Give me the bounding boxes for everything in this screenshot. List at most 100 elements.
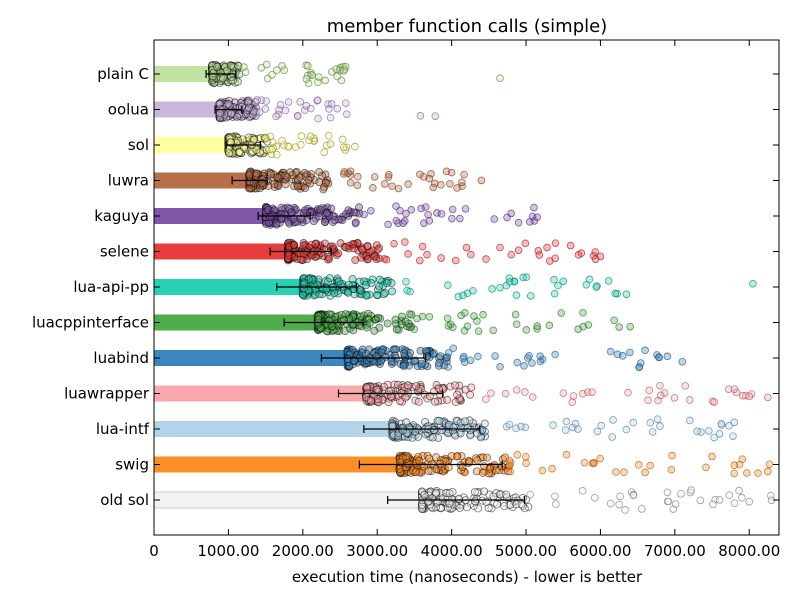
category-label: oolua [108,101,149,119]
category-label: lua-api-pp [73,278,149,296]
data-point [311,290,320,299]
data-point [428,433,437,442]
data-point [496,243,504,252]
data-point [451,381,460,390]
data-point [322,208,331,217]
data-point [620,468,628,477]
data-point [421,203,430,211]
data-point [715,496,724,504]
data-point [356,312,365,321]
data-point [215,109,224,118]
data-point [522,459,530,467]
data-point [551,350,559,359]
data-point [219,74,228,83]
data-point [596,252,605,261]
data-point [270,179,279,188]
data-point [228,76,237,85]
data-point [655,353,663,362]
data-point [417,359,426,368]
data-point [375,275,384,284]
data-point [444,281,452,290]
data-point [526,292,535,300]
data-point [349,326,358,335]
data-point [362,291,371,300]
data-point [536,357,545,366]
data-point [325,274,334,283]
points-layer [208,60,776,514]
data-point [461,309,469,317]
data-point [730,499,739,507]
data-point [730,469,739,478]
data-point [226,138,235,147]
data-point [577,249,586,257]
data-point [257,63,266,72]
data-point [437,426,446,435]
data-point [384,173,393,181]
data-point [470,497,479,506]
data-point [629,418,638,427]
data-point [357,322,366,331]
data-point [663,352,672,361]
data-point [455,503,464,512]
data-point [346,167,355,176]
data-point [276,100,285,109]
data-point [284,251,293,260]
x-tick-label: 3000.00 [346,542,408,560]
data-point [366,396,375,405]
data-point [615,323,623,331]
data-point [482,395,490,403]
data-point [420,490,429,499]
data-point [358,345,367,354]
data-point [314,312,323,321]
data-point [351,256,360,265]
data-point [461,205,470,213]
data-point [391,315,400,324]
data-point [370,173,379,181]
data-point [535,251,544,259]
data-point [410,357,419,366]
data-point [451,398,460,407]
data-point [745,392,754,401]
data-point [645,386,654,395]
data-point [480,419,489,428]
data-point [395,464,404,473]
data-point [424,497,433,506]
data-point [253,96,261,104]
data-point [435,416,444,425]
data-point [730,385,739,393]
data-point [552,500,560,508]
data-point [514,246,523,255]
data-point [492,500,501,509]
data-point [606,499,615,508]
data-point [526,490,534,499]
data-point [545,321,554,330]
bar-luacppinterface [154,314,318,331]
data-point [482,255,490,263]
data-point [635,363,644,371]
data-point [304,175,313,184]
data-point [351,219,360,228]
data-point [425,454,434,463]
data-point [709,500,717,509]
data-point [252,145,261,154]
data-point [580,458,589,467]
data-point [717,419,726,428]
data-point [255,108,264,116]
data-point [306,104,315,113]
data-point [502,281,511,290]
points-selene [283,238,605,265]
data-point [416,111,425,120]
bar-swig [154,456,422,473]
data-point [354,172,362,181]
data-point [588,388,596,396]
data-point [687,486,696,494]
data-point [453,184,461,192]
data-point [320,148,329,157]
category-label: lua-intf [96,420,150,438]
data-point [385,170,393,179]
data-point [496,283,504,292]
data-point [653,415,662,423]
data-point [369,184,377,192]
data-point [410,325,419,334]
